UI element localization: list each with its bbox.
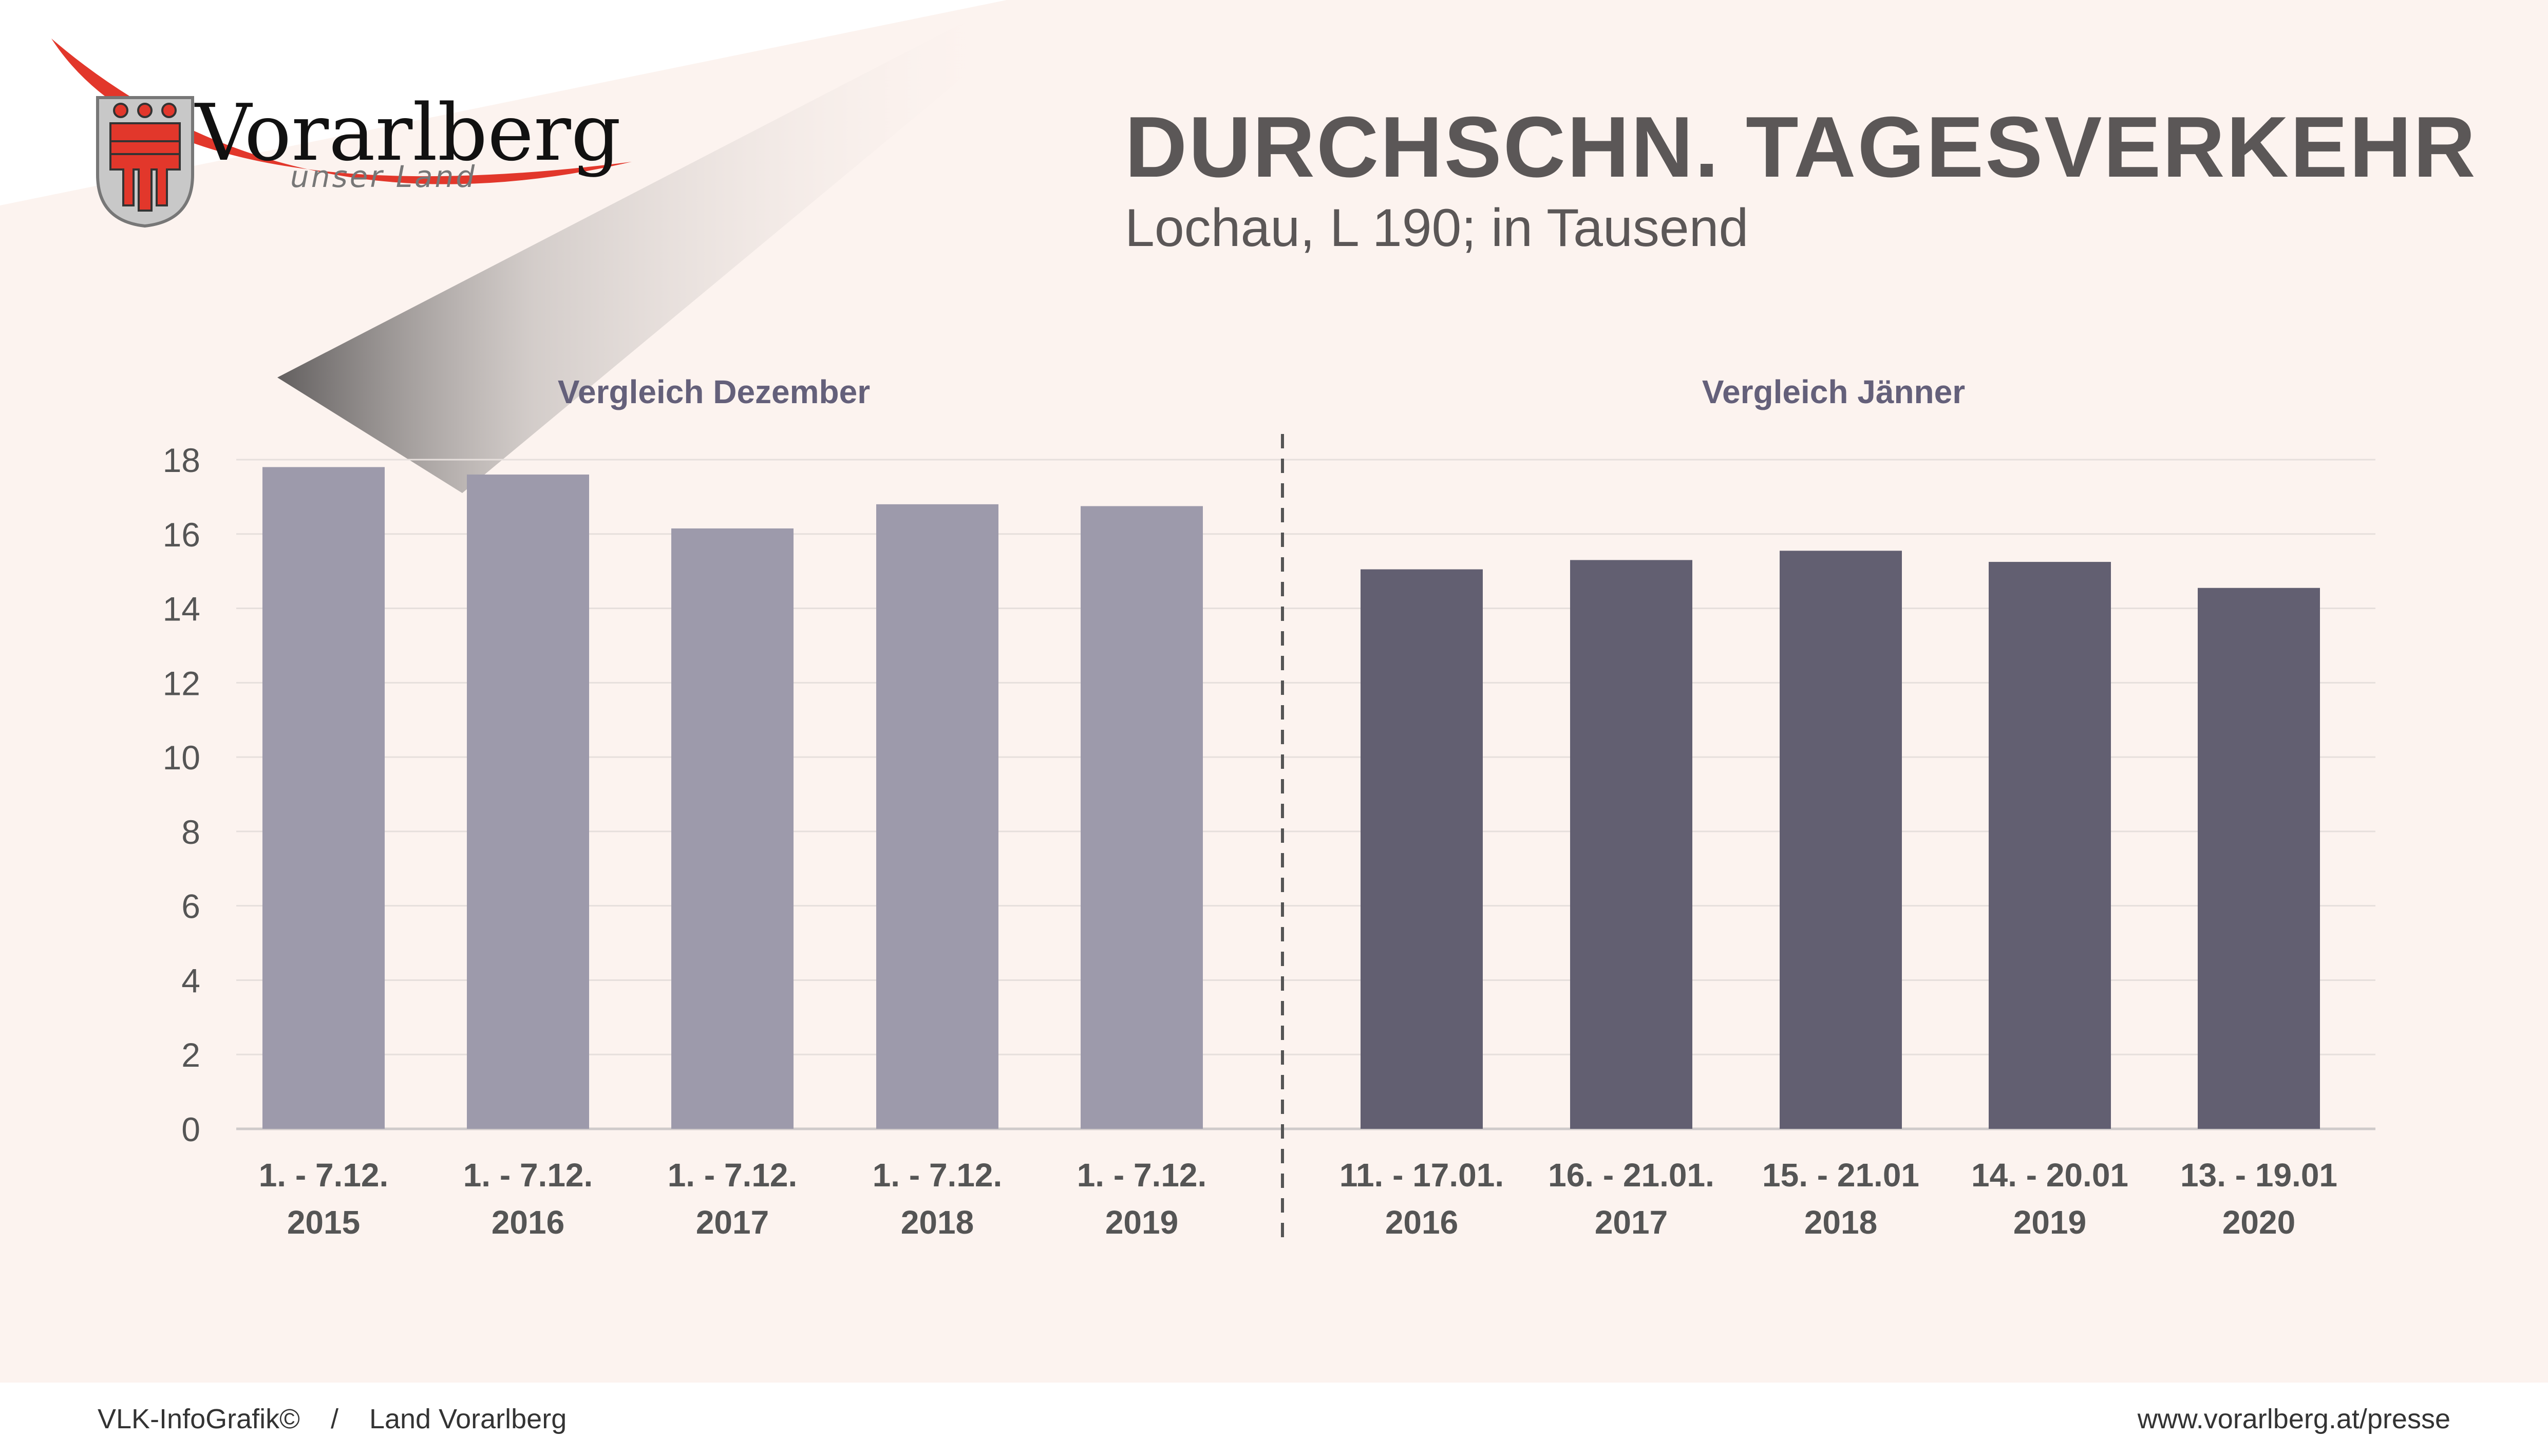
footer-credit: VLK-InfoGrafik© / Land Vorarlberg (98, 1403, 567, 1435)
x-tick-label: 1. - 7.12. (873, 1157, 1003, 1194)
x-tick-label: 2017 (1595, 1204, 1668, 1241)
x-tick-label: 13. - 19.01 (2180, 1157, 2337, 1194)
y-tick-label: 6 (181, 887, 200, 925)
y-tick-label: 4 (181, 961, 200, 999)
y-tick-label: 12 (163, 664, 200, 702)
y-tick-label: 10 (163, 739, 200, 777)
bar (671, 528, 794, 1129)
coat-of-arms-icon (96, 96, 194, 228)
x-tick-label: 2018 (1804, 1204, 1877, 1241)
group-labels: Vergleich Dezember Vergleich Jänner (558, 373, 1965, 410)
x-tick-label: 15. - 21.01 (1762, 1157, 1919, 1194)
x-tick-label: 2018 (901, 1204, 974, 1241)
y-tick-label: 2 (181, 1036, 200, 1074)
y-tick-label: 14 (163, 590, 200, 628)
footer-separator: / (330, 1404, 338, 1434)
x-tick-label: 1. - 7.12. (1077, 1157, 1207, 1194)
y-tick-label: 8 (181, 813, 200, 851)
footer-url-link[interactable]: www.vorarlberg.at/presse (2137, 1404, 2450, 1434)
x-axis-labels: 1. - 7.12. 2015 1. - 7.12. 2016 1. - 7.12. 20… (259, 1157, 2337, 1241)
footer: VLK-InfoGrafik© / Land Vorarlberg www.vora… (0, 1383, 2548, 1456)
bar (467, 474, 589, 1129)
logo-swoosh (51, 39, 632, 184)
bar (1989, 562, 2111, 1129)
x-tick-label: 14. - 20.01 (1971, 1157, 2128, 1194)
x-tick-label: 11. - 17.01. (1339, 1157, 1504, 1194)
bars (262, 467, 2320, 1129)
fold-shadow (277, 0, 1007, 493)
bar (1780, 551, 1902, 1129)
y-tick-label: 18 (163, 441, 200, 479)
x-tick-label: 2019 (1105, 1204, 1178, 1241)
bar (1361, 569, 1483, 1129)
x-tick-label: 16. - 21.01. (1548, 1157, 1714, 1194)
bar (1570, 560, 1692, 1129)
bar (2198, 588, 2320, 1129)
x-tick-label: 2016 (1385, 1204, 1458, 1241)
chart-title: DURCHSCHN. TAGESVERKEHR (1125, 99, 2477, 195)
y-tick-label: 16 (163, 516, 200, 554)
x-tick-label: 2016 (492, 1204, 564, 1241)
logo-wordmark: Vorarlberg (195, 87, 621, 178)
y-tick-label: 0 (181, 1110, 200, 1148)
chart-subtitle: Lochau, L 190; in Tausend (1125, 198, 1749, 258)
x-tick-label: 2020 (2222, 1204, 2295, 1241)
bar (1081, 506, 1203, 1129)
bar (876, 504, 998, 1129)
footer-publisher: Land Vorarlberg (369, 1404, 567, 1434)
x-tick-label: 1. - 7.12. (259, 1157, 389, 1194)
x-tick-label: 1. - 7.12. (463, 1157, 593, 1194)
group-label: Vergleich Dezember (558, 373, 870, 410)
x-tick-label: 2015 (287, 1204, 360, 1241)
group-label: Vergleich Jänner (1702, 373, 1965, 410)
bar (262, 467, 385, 1129)
footer-credit-text: VLK-InfoGrafik© (98, 1404, 300, 1434)
y-axis-ticks: 0 2 4 6 8 10 12 14 16 18 (163, 441, 200, 1148)
x-tick-label: 2017 (696, 1204, 769, 1241)
x-tick-label: 2019 (2013, 1204, 2086, 1241)
x-tick-label: 1. - 7.12. (668, 1157, 798, 1194)
logo-tagline: unser Land (290, 159, 477, 194)
